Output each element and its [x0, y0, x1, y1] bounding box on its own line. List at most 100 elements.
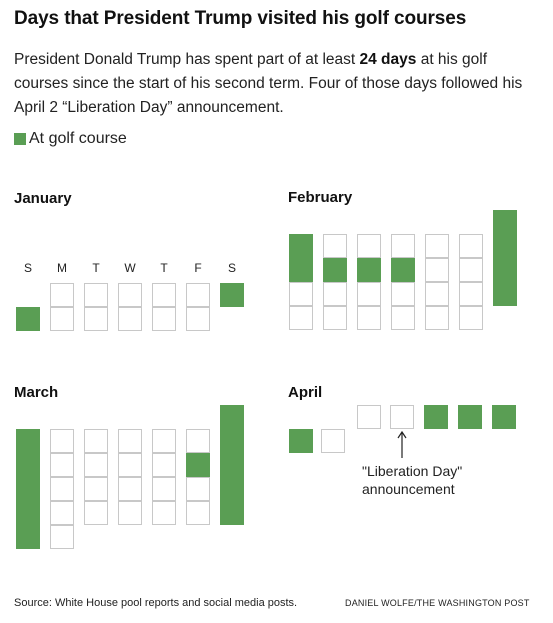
day-cell-march-30 — [16, 525, 40, 549]
day-cell-march-13 — [152, 453, 176, 477]
day-cell-february-26 — [391, 306, 415, 330]
day-cell-april — [424, 405, 448, 429]
weekday-label: W — [124, 261, 136, 275]
day-cell-february-13 — [425, 258, 449, 282]
day-cell-february-21 — [459, 282, 483, 306]
day-cell-march-15 — [220, 453, 244, 477]
day-cell-march-18 — [84, 477, 108, 501]
day-cell-march-27 — [152, 501, 176, 525]
day-cell-march-20 — [152, 477, 176, 501]
source-note: Source: White House pool reports and soc… — [14, 597, 298, 609]
day-cell-march-10 — [50, 453, 74, 477]
day-cell-march-23 — [16, 501, 40, 525]
day-cell-february-20 — [425, 282, 449, 306]
subtitle-text-before: President Donald Trump has spent part of… — [14, 51, 360, 68]
day-cell-february-6 — [425, 234, 449, 258]
day-cell-april — [390, 405, 414, 429]
day-cell-february-1 — [493, 210, 517, 234]
day-cell-february-19 — [391, 282, 415, 306]
chart-subtitle: President Donald Trump has spent part of… — [14, 48, 539, 120]
subtitle-bold: 24 days — [359, 51, 417, 68]
annotation-label: "Liberation Day" announcement — [362, 462, 462, 498]
day-cell-february-12 — [391, 258, 415, 282]
day-cell-march-19 — [118, 477, 142, 501]
month-label-february: February — [288, 189, 353, 206]
weekday-label: S — [23, 261, 32, 275]
day-cell-february-23 — [289, 306, 313, 330]
day-cell-march-25 — [84, 501, 108, 525]
day-cell-march-17 — [50, 477, 74, 501]
day-cell-march-16 — [16, 477, 40, 501]
weekday-label: S — [227, 261, 236, 275]
chart-title: Days that President Trump visited his go… — [14, 8, 467, 29]
day-cell-february-3 — [323, 234, 347, 258]
day-cell-february-9 — [289, 258, 313, 282]
day-cell-january-29 — [118, 307, 142, 331]
day-cell-february-14 — [459, 258, 483, 282]
day-cell-january-20 — [50, 283, 74, 307]
day-cell-april — [289, 429, 313, 453]
day-cell-march-12 — [118, 453, 142, 477]
day-cell-february-11 — [357, 258, 381, 282]
day-cell-march-11 — [84, 453, 108, 477]
legend: At golf course — [14, 130, 127, 148]
weekday-label: M — [57, 261, 67, 275]
annotation-line: "Liberation Day" — [362, 463, 463, 479]
month-label-january: January — [14, 190, 72, 207]
day-cell-january-31 — [186, 307, 210, 331]
day-cell-march-26 — [118, 501, 142, 525]
day-cell-march-9 — [16, 453, 40, 477]
day-cell-january-26 — [16, 307, 40, 331]
day-cell-march-1 — [220, 405, 244, 429]
day-cell-january-27 — [50, 307, 74, 331]
month-label-march: March — [14, 384, 59, 401]
day-cell-april — [492, 405, 516, 429]
day-cell-february-24 — [323, 306, 347, 330]
day-cell-march-29 — [220, 501, 244, 525]
day-cell-february-7 — [459, 234, 483, 258]
day-cell-march-21 — [186, 477, 210, 501]
day-cell-march-28 — [186, 501, 210, 525]
legend-label: At golf course — [29, 130, 127, 147]
day-cell-february-5 — [391, 234, 415, 258]
day-cell-february-4 — [357, 234, 381, 258]
day-cell-march-5 — [118, 429, 142, 453]
day-cell-january-25 — [220, 283, 244, 307]
day-cell-march-24 — [50, 501, 74, 525]
subtitle-text-after: at his golf courses since the start of h… — [14, 51, 523, 116]
day-cell-february-17 — [323, 282, 347, 306]
credit: DANIEL WOLFE/THE WASHINGTON POST — [345, 598, 530, 608]
legend-swatch — [14, 133, 26, 145]
day-cell-february-22 — [493, 282, 517, 306]
day-cell-february-15 — [493, 258, 517, 282]
day-cell-march-8 — [220, 429, 244, 453]
day-cell-march-31 — [50, 525, 74, 549]
annotation-line: announcement — [362, 481, 455, 497]
day-cell-march-3 — [50, 429, 74, 453]
day-cell-january-22 — [118, 283, 142, 307]
day-cell-january-21 — [84, 283, 108, 307]
day-cell-february-2 — [289, 234, 313, 258]
day-cell-february-8 — [493, 234, 517, 258]
day-cell-february-28 — [459, 306, 483, 330]
annotation-arrow — [397, 430, 407, 458]
day-cell-march-2 — [16, 429, 40, 453]
weekday-label: T — [160, 261, 168, 275]
day-cell-january-30 — [152, 307, 176, 331]
day-cell-february-10 — [323, 258, 347, 282]
weekday-label: T — [92, 261, 100, 275]
day-cell-february-18 — [357, 282, 381, 306]
day-cell-february-27 — [425, 306, 449, 330]
day-cell-march-4 — [84, 429, 108, 453]
day-cell-april — [458, 405, 482, 429]
day-cell-february-16 — [289, 282, 313, 306]
day-cell-march-14 — [186, 453, 210, 477]
day-cell-april — [321, 429, 345, 453]
day-cell-january-28 — [84, 307, 108, 331]
day-cell-february-25 — [357, 306, 381, 330]
day-cell-march-7 — [186, 429, 210, 453]
weekday-label: F — [194, 261, 202, 275]
day-cell-january-24 — [186, 283, 210, 307]
month-label-april: April — [288, 384, 323, 401]
day-cell-april — [357, 405, 381, 429]
